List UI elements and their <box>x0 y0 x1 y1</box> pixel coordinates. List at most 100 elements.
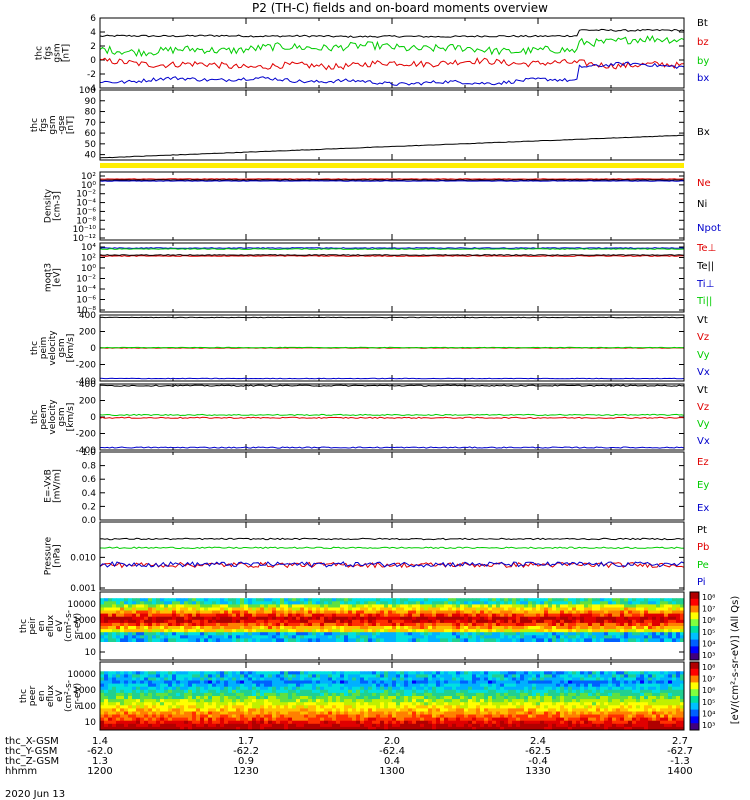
heatmap-cell <box>496 683 501 688</box>
heatmap-cell <box>112 686 117 691</box>
heatmap-cell <box>316 711 321 716</box>
heatmap-cell <box>136 626 141 630</box>
heatmap-cell <box>392 708 397 712</box>
heatmap-cell <box>476 677 481 682</box>
heatmap-cell <box>180 619 185 624</box>
heatmap-cell <box>216 720 221 725</box>
heatmap-cell <box>100 601 105 605</box>
heatmap-cell <box>436 723 441 728</box>
heatmap-cell <box>588 692 593 697</box>
heatmap-cell <box>252 720 257 725</box>
heatmap-cell <box>180 726 185 731</box>
heatmap-cell <box>124 671 129 675</box>
heatmap-cell <box>508 708 513 712</box>
heatmap-cell <box>112 632 117 636</box>
heatmap-cell <box>324 601 329 605</box>
heatmap-cell <box>512 674 517 678</box>
heatmap-cell <box>240 601 245 605</box>
heatmap-cell <box>156 689 161 694</box>
heatmap-cell <box>560 632 565 636</box>
heatmap-cell <box>120 674 125 678</box>
heatmap-cell <box>588 696 593 700</box>
heatmap-cell <box>152 680 157 685</box>
heatmap-cell <box>204 613 209 618</box>
heatmap-cell <box>300 708 305 712</box>
heatmap-cell <box>204 683 209 688</box>
heatmap-cell <box>396 705 401 709</box>
heatmap-cell <box>232 635 237 639</box>
heatmap-cell <box>356 632 361 636</box>
heatmap-cell <box>272 702 277 706</box>
heatmap-cell <box>416 613 421 618</box>
heatmap-cell <box>320 720 325 725</box>
heatmap-cell <box>296 711 301 716</box>
heatmap-cell <box>392 607 397 612</box>
heatmap-cell <box>112 626 117 630</box>
heatmap-cell <box>468 626 473 630</box>
heatmap-cell <box>208 699 213 703</box>
heatmap-cell <box>252 696 257 700</box>
heatmap-cell <box>616 711 621 716</box>
heatmap-cell <box>568 610 573 615</box>
heatmap-cell <box>408 689 413 694</box>
heatmap-cell <box>564 674 569 678</box>
heatmap-cell <box>352 714 357 719</box>
heatmap-cell <box>216 717 221 722</box>
heatmap-cell <box>212 683 217 688</box>
heatmap-cell <box>268 689 273 694</box>
heatmap-cell <box>284 629 289 633</box>
heatmap-cell <box>584 720 589 725</box>
heatmap-cell <box>420 686 425 691</box>
heatmap-cell <box>348 720 353 725</box>
heatmap-cell <box>140 601 145 605</box>
panel-frame <box>99 171 685 241</box>
heatmap-cell <box>440 674 445 678</box>
heatmap-cell <box>300 714 305 719</box>
heatmap-cell <box>328 598 333 602</box>
heatmap-cell <box>272 632 277 636</box>
heatmap-cell <box>256 680 261 685</box>
heatmap-cell <box>156 616 161 621</box>
heatmap-cell <box>608 601 613 605</box>
heatmap-cell <box>108 683 113 688</box>
heatmap-cell <box>500 686 505 691</box>
heatmap-cell <box>480 674 485 678</box>
heatmap-cell <box>564 626 569 630</box>
heatmap-cell <box>580 635 585 639</box>
legend-label-by: by <box>697 56 709 67</box>
heatmap-cell <box>592 723 597 728</box>
heatmap-cell <box>468 619 473 624</box>
heatmap-cell <box>624 613 629 618</box>
heatmap-cell <box>412 610 417 615</box>
heatmap-cell <box>672 598 677 602</box>
heatmap-cell <box>524 699 529 703</box>
heatmap-cell <box>352 629 357 633</box>
heatmap-cell <box>308 635 313 639</box>
heatmap-cell <box>312 610 317 615</box>
heatmap-cell <box>476 613 481 618</box>
heatmap-cell <box>660 622 665 627</box>
heatmap-cell <box>568 705 573 709</box>
heatmap-cell <box>320 638 325 642</box>
heatmap-cell <box>340 720 345 725</box>
heatmap-cell <box>404 626 409 630</box>
heatmap-cell <box>148 720 153 725</box>
heatmap-cell <box>256 708 261 712</box>
heatmap-cell <box>196 626 201 630</box>
heatmap-cell <box>220 717 225 722</box>
heatmap-cell <box>416 598 421 602</box>
heatmap-cell <box>592 622 597 627</box>
heatmap-cell <box>340 607 345 612</box>
heatmap-cell <box>388 598 393 602</box>
heatmap-cell <box>436 632 441 636</box>
heatmap-cell <box>252 626 257 630</box>
heatmap-cell <box>204 677 209 682</box>
heatmap-cell <box>408 677 413 682</box>
y-tick-label: 0.2 <box>82 502 96 512</box>
heatmap-cell <box>304 714 309 719</box>
heatmap-cell <box>168 598 173 602</box>
heatmap-cell <box>428 680 433 685</box>
heatmap-cell <box>324 677 329 682</box>
heatmap-cell <box>540 720 545 725</box>
heatmap-cell <box>332 616 337 621</box>
